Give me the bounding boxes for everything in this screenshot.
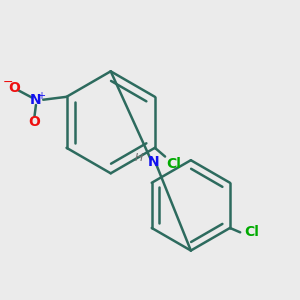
Text: +: + [37, 91, 45, 101]
Text: −: − [2, 76, 13, 89]
Text: N: N [148, 155, 160, 170]
Text: H: H [135, 153, 143, 163]
Text: Cl: Cl [167, 157, 181, 171]
Text: Cl: Cl [244, 225, 259, 239]
Text: O: O [28, 115, 40, 129]
Text: O: O [8, 81, 20, 95]
Text: N: N [30, 93, 42, 107]
